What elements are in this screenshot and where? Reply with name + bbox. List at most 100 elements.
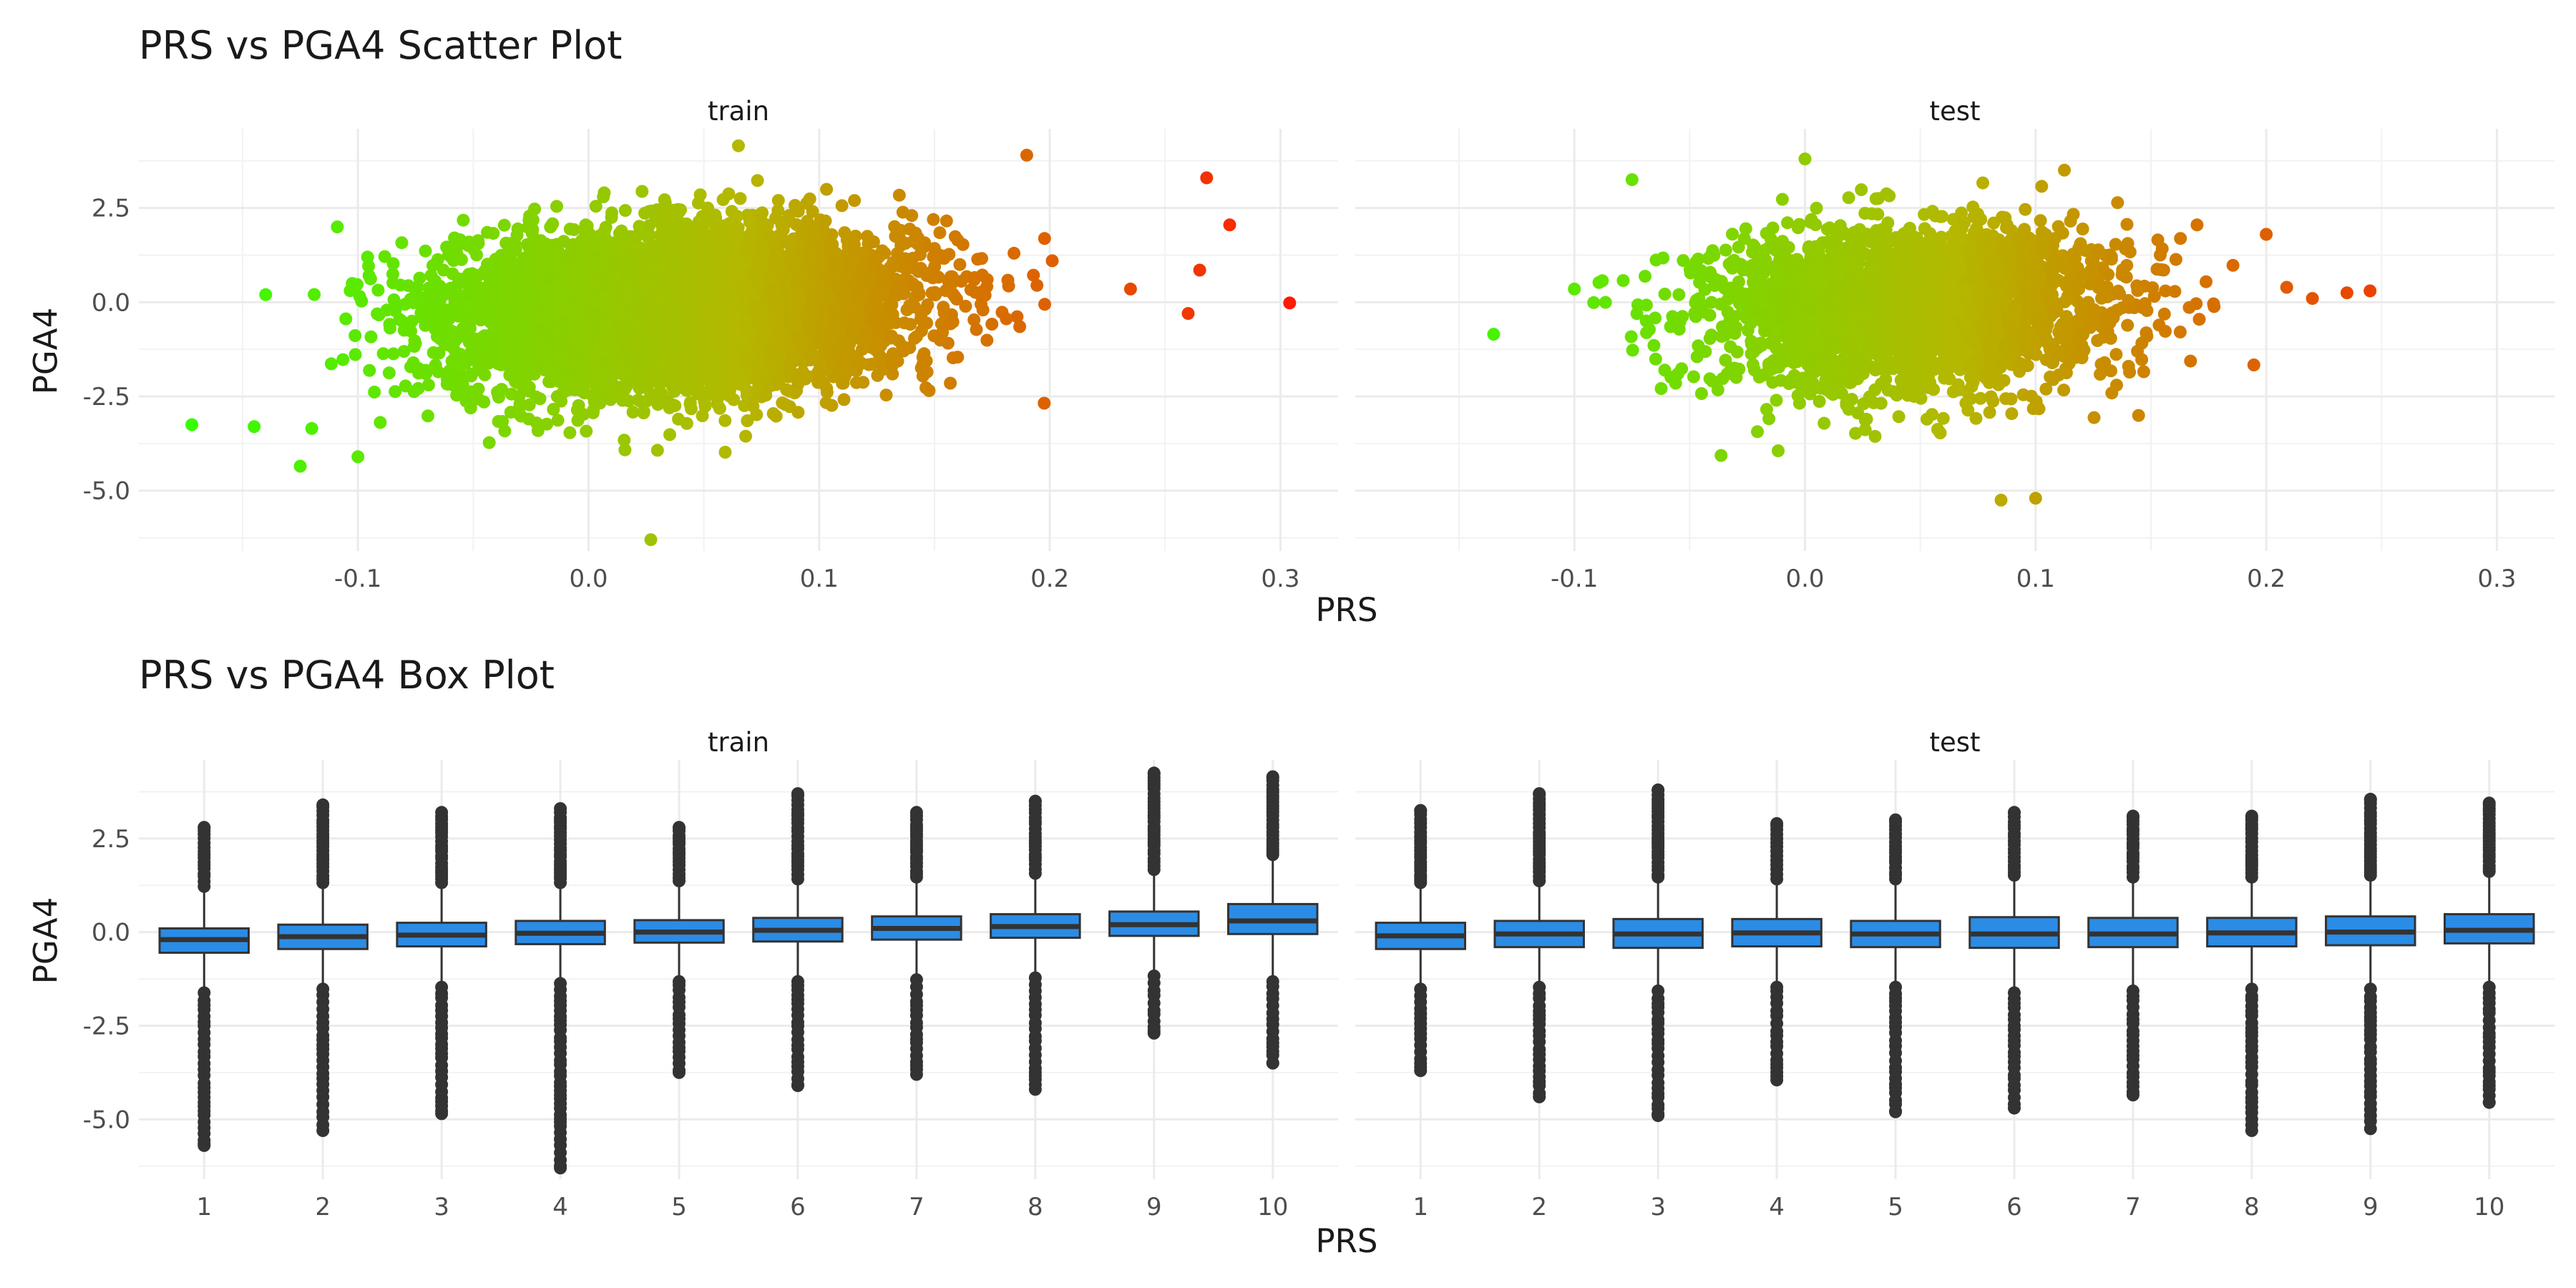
data-point [570, 404, 584, 417]
data-point [658, 209, 671, 223]
data-point [371, 283, 385, 297]
data-point [424, 269, 438, 282]
data-point [389, 385, 402, 399]
data-point [831, 258, 844, 271]
data-point [1030, 278, 1044, 292]
data-point [936, 326, 950, 339]
data-point [671, 203, 685, 216]
data-point [789, 199, 801, 212]
data-point [382, 366, 396, 380]
scatter-points-train [185, 139, 1297, 547]
data-point [620, 379, 633, 393]
data-point [718, 446, 732, 459]
data-point [1038, 396, 1051, 410]
data-point [419, 244, 432, 258]
data-point [563, 426, 577, 439]
data-point [769, 211, 783, 225]
data-point [980, 333, 994, 347]
data-point [980, 280, 994, 293]
data-point [919, 381, 932, 394]
data-point [308, 288, 321, 301]
data-point [914, 313, 927, 326]
data-point [897, 316, 911, 330]
data-point [598, 290, 612, 303]
data-point [551, 414, 565, 427]
data-point [1038, 298, 1051, 311]
data-point [685, 402, 698, 416]
data-point [733, 192, 747, 205]
scatter-chart-title: PRS vs PGA4 Scatter Plot [139, 23, 623, 68]
data-point [970, 323, 983, 336]
data-point [867, 314, 880, 328]
data-point [746, 399, 760, 413]
data-point [824, 248, 837, 260]
data-point [512, 273, 526, 287]
data-point [331, 220, 344, 234]
data-point [725, 356, 738, 369]
data-point [364, 272, 377, 286]
data-point [497, 218, 511, 232]
data-point [820, 381, 834, 395]
data-point [819, 214, 832, 228]
data-point [597, 186, 611, 200]
data-point [618, 369, 631, 382]
data-point [768, 346, 781, 359]
data-point [550, 200, 563, 213]
data-point [650, 444, 664, 457]
data-point [502, 243, 516, 256]
data-point [655, 347, 668, 361]
data-point [472, 382, 485, 396]
data-point [567, 223, 581, 236]
box-strip-test: test [1929, 727, 1981, 758]
data-point [951, 351, 965, 364]
data-point [887, 347, 899, 361]
data-point [950, 293, 963, 306]
data-point [877, 265, 890, 279]
data-point [555, 394, 568, 408]
data-point [395, 236, 409, 250]
data-point [872, 250, 886, 263]
data-point [324, 357, 338, 371]
data-point [405, 314, 419, 328]
data-point [820, 182, 834, 196]
data-point [419, 364, 433, 377]
box-x-axis-title: PRS [1315, 1222, 1378, 1260]
data-point [814, 357, 827, 371]
data-point [363, 364, 376, 377]
data-point [618, 434, 631, 447]
data-point [544, 365, 557, 379]
data-point [637, 381, 650, 394]
data-point [425, 306, 439, 320]
data-point [343, 284, 357, 298]
data-point [383, 318, 396, 331]
data-point [579, 218, 592, 232]
data-point [889, 272, 902, 286]
data-point [937, 301, 950, 314]
data-point [806, 205, 819, 218]
data-point [413, 271, 426, 285]
data-point [849, 376, 863, 389]
data-point [662, 366, 675, 380]
data-point [491, 386, 504, 399]
data-point [692, 215, 706, 228]
data-point [848, 194, 862, 208]
data-point [462, 300, 476, 313]
data-point [867, 235, 880, 248]
data-point [1000, 312, 1013, 326]
data-point [464, 321, 477, 335]
data-point [627, 356, 640, 369]
data-point [766, 407, 780, 420]
data-point [459, 394, 473, 408]
data-point [519, 374, 532, 387]
scatter-x-axis-title: PRS [1315, 591, 1378, 629]
data-point [754, 213, 768, 226]
data-point [376, 347, 390, 361]
data-point [663, 428, 676, 441]
data-point [691, 313, 704, 327]
data-point [1008, 246, 1021, 260]
data-point [421, 379, 435, 391]
data-point [1013, 320, 1027, 333]
data-point [477, 329, 490, 343]
data-point [378, 250, 391, 263]
data-point [520, 296, 534, 309]
